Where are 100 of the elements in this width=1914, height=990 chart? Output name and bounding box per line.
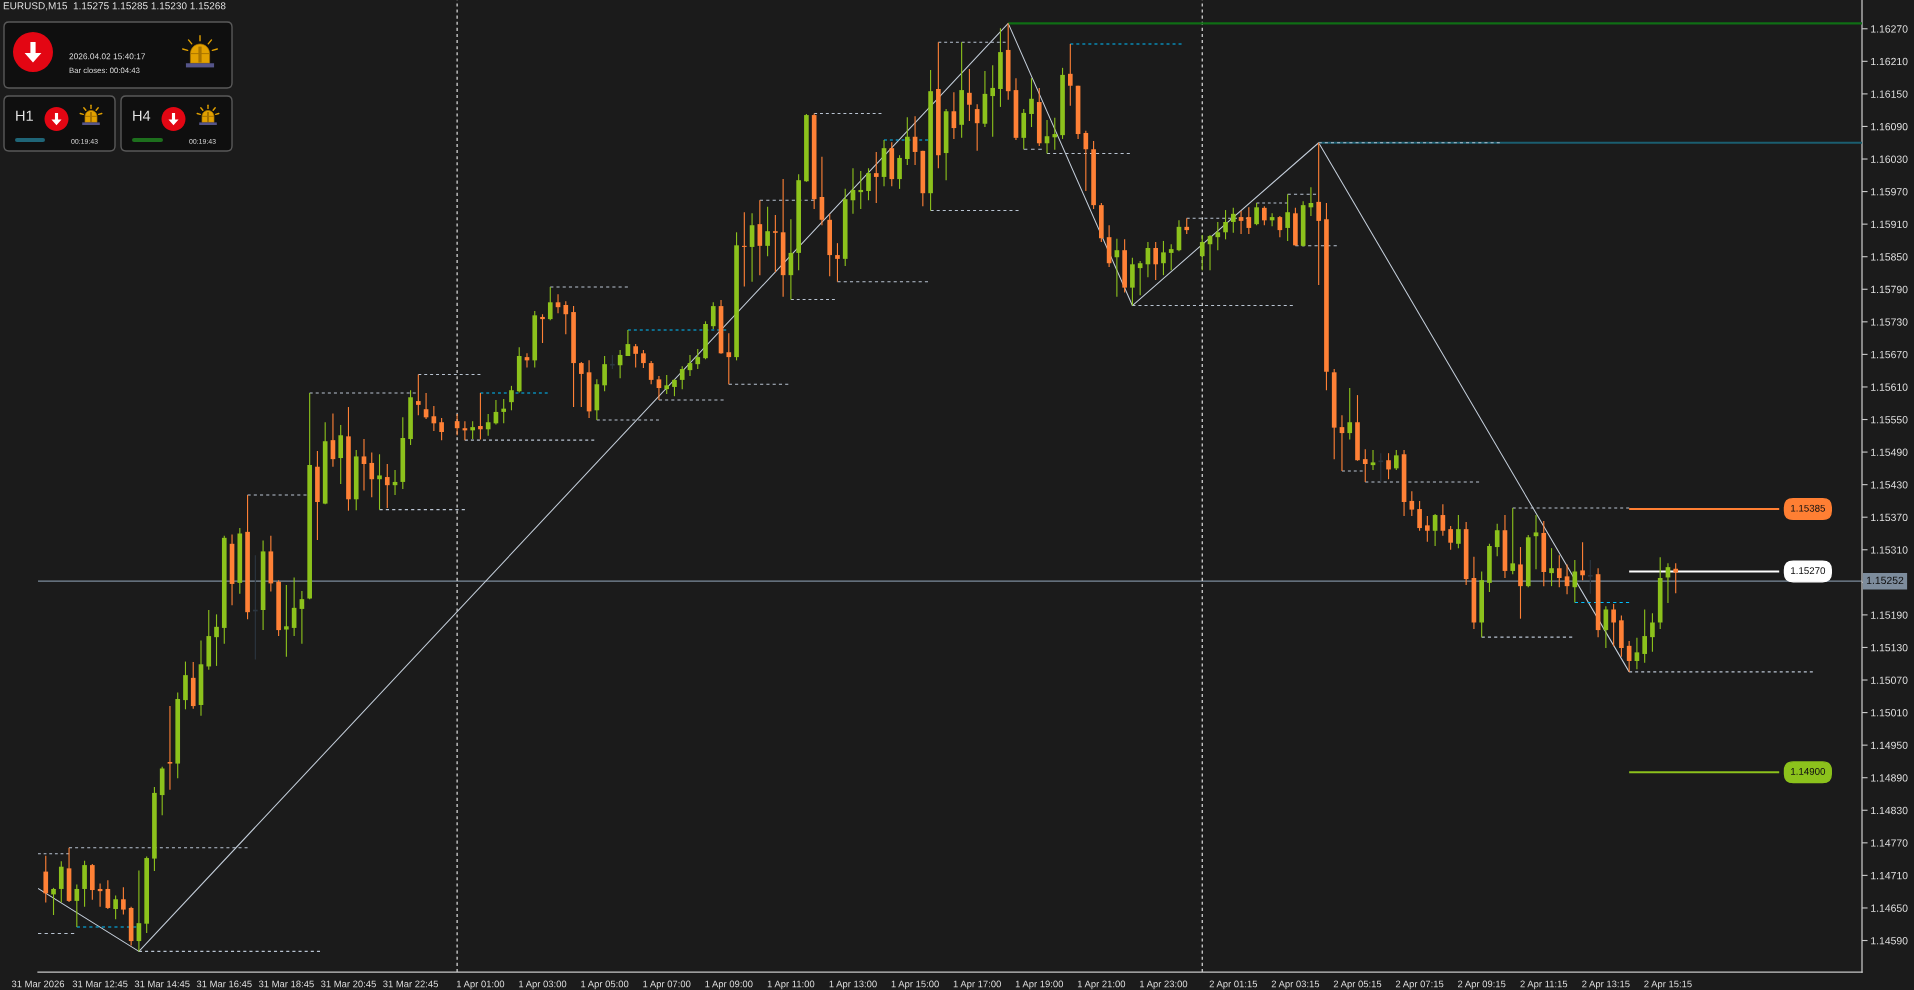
- x-tick-label: 1 Apr 07:00: [643, 980, 691, 990]
- y-tick-label: 1.14650: [1871, 904, 1908, 912]
- candlestick: [1518, 546, 1523, 620]
- candlestick: [1246, 206, 1252, 235]
- y-tick-label: 1.15310: [1871, 546, 1908, 554]
- candlestick: [1386, 452, 1391, 480]
- candlestick: [415, 373, 421, 416]
- candlestick: [664, 374, 670, 395]
- y-tick-label: 1.15070: [1871, 676, 1908, 684]
- candlestick: [741, 211, 747, 288]
- candlestick: [897, 154, 902, 190]
- candlestick: [540, 313, 545, 344]
- candlestick: [485, 413, 491, 437]
- candlestick: [439, 417, 444, 441]
- y-tick-label: 1.15970: [1871, 188, 1908, 196]
- y-tick-label: 1.15550: [1871, 416, 1908, 424]
- candlestick: [648, 360, 654, 385]
- x-tick-label: 2 Apr 07:15: [1395, 980, 1444, 990]
- y-tick-label: 1.15130: [1871, 643, 1908, 652]
- candlestick: [904, 116, 910, 166]
- candlestick: [509, 385, 514, 411]
- x-tick-label: 1 Apr 09:00: [705, 980, 753, 990]
- candlestick: [121, 886, 126, 916]
- candlestick: [58, 860, 64, 904]
- candlestick: [1417, 500, 1422, 532]
- y-tick-label: 1.15850: [1871, 253, 1908, 261]
- y-tick-label: 1.15610: [1871, 383, 1908, 391]
- y-tick-label: 1.15490: [1871, 448, 1908, 456]
- candlestick: [1650, 612, 1655, 653]
- candlestick: [695, 348, 701, 370]
- candlestick: [361, 438, 367, 492]
- candlestick: [967, 68, 972, 122]
- y-tick-label: 1.16090: [1871, 122, 1908, 131]
- x-tick-label: 1 Apr 21:00: [1077, 980, 1126, 990]
- candlestick: [1262, 205, 1267, 226]
- candlestick: [1223, 209, 1228, 240]
- candlestick: [1673, 562, 1679, 594]
- candlestick: [1052, 117, 1058, 151]
- y-tick-label: 1.14770: [1871, 839, 1908, 847]
- candlestick: [602, 355, 607, 392]
- y-tick-label: 1.15190: [1871, 611, 1908, 619]
- candlestick: [1425, 515, 1430, 543]
- x-tick-label: 2 Apr 05:15: [1333, 980, 1382, 990]
- y-tick-label: 1.15790: [1871, 285, 1908, 294]
- x-tick-label: 1 Apr 19:00: [1015, 980, 1064, 990]
- y-tick-label: 1.16150: [1871, 90, 1908, 98]
- x-tick-label: 1 Apr 05:00: [581, 980, 629, 990]
- x-tick-label: 1 Apr 13:00: [829, 980, 877, 990]
- candlestick: [873, 151, 879, 204]
- y-tick-label: 1.15010: [1871, 709, 1908, 717]
- candlestick: [1130, 257, 1135, 307]
- y-tick-label: 1.15730: [1871, 318, 1908, 326]
- x-tick-label: 31 Mar 20:45: [321, 980, 376, 988]
- y-tick-label: 1.14590: [1871, 937, 1908, 945]
- candlestick: [113, 894, 118, 920]
- candlestick: [1642, 608, 1647, 664]
- candlestick: [1611, 603, 1616, 647]
- candlestick: [765, 206, 770, 257]
- y-tick-label: 1.14890: [1871, 774, 1908, 782]
- candlestick: [167, 705, 173, 791]
- candlestick: [1580, 541, 1585, 581]
- candlestick: [1409, 490, 1415, 517]
- candlestick: [501, 398, 507, 424]
- y-tick-label: 1.14710: [1871, 871, 1908, 880]
- candlestick: [773, 214, 778, 273]
- y-tick-label: 1.15370: [1871, 513, 1908, 522]
- candlestick: [1316, 142, 1322, 286]
- candlestick: [1448, 525, 1453, 551]
- y-tick-label: 1.15430: [1871, 481, 1908, 489]
- candlestick: [563, 300, 569, 335]
- candlestick: [1456, 514, 1461, 549]
- candlestick: [369, 452, 375, 498]
- candlestick: [51, 887, 56, 916]
- y-tick-label: 1.16210: [1871, 57, 1908, 66]
- x-tick-label: 1 Apr 11:00: [767, 980, 815, 990]
- y-tick-label: 1.14950: [1871, 741, 1908, 750]
- candlestick: [679, 365, 685, 390]
- x-tick-label: 31 Mar 12:45: [72, 980, 128, 988]
- y-tick-label: 1.16270: [1871, 25, 1908, 33]
- candlestick: [1587, 559, 1594, 595]
- line-series: [38, 22, 1630, 952]
- x-tick-label: 2 Apr 01:15: [1209, 980, 1258, 990]
- y-tick-label: 1.15910: [1871, 220, 1908, 229]
- candlestick: [866, 167, 871, 201]
- x-tick-label: 2 Apr 03:15: [1271, 980, 1320, 990]
- x-tick-label: 1 Apr 23:00: [1140, 980, 1188, 990]
- y-tick-label: 1.16030: [1871, 155, 1908, 163]
- candlestick: [214, 613, 219, 667]
- candlestick: [1556, 554, 1562, 588]
- candlestick: [726, 332, 732, 385]
- candlestick: [1029, 77, 1034, 128]
- candlestick: [990, 64, 996, 138]
- candlestick: [377, 453, 382, 511]
- candlestick: [74, 884, 80, 928]
- data-label: 1.15385: [1791, 504, 1826, 512]
- annotation: H4: [133, 110, 151, 121]
- candlestick: [1153, 241, 1159, 281]
- candlestick: [1572, 559, 1578, 603]
- candlestick: [82, 860, 87, 908]
- x-tick-label: 2 Apr 13:15: [1582, 980, 1630, 990]
